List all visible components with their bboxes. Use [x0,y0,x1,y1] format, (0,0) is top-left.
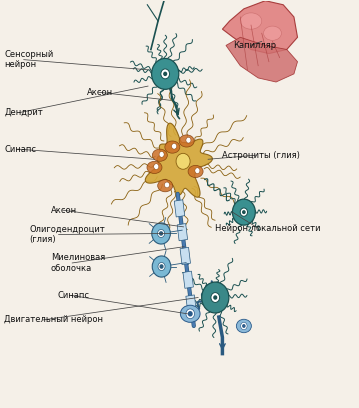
Text: Аксон: Аксон [87,88,113,97]
Circle shape [240,208,248,216]
Polygon shape [174,200,185,217]
Circle shape [176,153,190,169]
Circle shape [161,69,169,79]
Text: Двигательный нейрон: Двигательный нейрон [4,315,103,324]
Polygon shape [186,295,196,312]
Ellipse shape [152,149,167,161]
Circle shape [243,211,245,213]
Circle shape [158,262,165,271]
Circle shape [195,168,200,173]
Circle shape [164,182,169,188]
Circle shape [243,325,245,327]
Text: Аксон: Аксон [51,206,77,215]
Ellipse shape [264,26,281,40]
Ellipse shape [147,161,162,173]
Ellipse shape [180,305,200,322]
Circle shape [154,164,159,169]
Circle shape [232,199,255,225]
Text: Синапс: Синапс [4,144,36,153]
Circle shape [202,282,229,313]
Circle shape [159,151,164,157]
Ellipse shape [165,141,180,153]
Text: Синапс: Синапс [58,291,90,300]
Polygon shape [145,123,213,197]
Text: Сенсорный
нейрон: Сенсорный нейрон [4,50,53,69]
Circle shape [214,296,216,299]
Ellipse shape [179,135,194,147]
Ellipse shape [158,180,173,192]
Text: Нейрон локальной сети: Нейрон локальной сети [215,224,321,233]
Polygon shape [223,1,298,53]
Circle shape [164,72,167,75]
Circle shape [186,137,191,143]
Text: Астроциты (глия): Астроциты (глия) [223,151,300,160]
Text: Дендрит: Дендрит [4,108,43,117]
Circle shape [188,312,192,316]
Circle shape [160,232,163,235]
Polygon shape [226,37,298,82]
Polygon shape [183,271,194,288]
Circle shape [151,58,179,89]
Ellipse shape [188,165,203,177]
Circle shape [152,256,171,277]
Circle shape [160,265,163,268]
Polygon shape [180,247,191,264]
Text: Олигодендроцит
(глия): Олигодендроцит (глия) [29,225,105,244]
Circle shape [186,309,195,319]
Text: Капилляр: Капилляр [233,41,276,50]
Circle shape [152,223,171,244]
Ellipse shape [236,319,251,333]
Circle shape [172,144,177,149]
Polygon shape [177,224,188,241]
Circle shape [211,293,220,302]
Ellipse shape [240,13,262,29]
Circle shape [241,322,247,330]
Circle shape [158,229,165,237]
Text: Миелиновая
оболочка: Миелиновая оболочка [51,253,105,273]
